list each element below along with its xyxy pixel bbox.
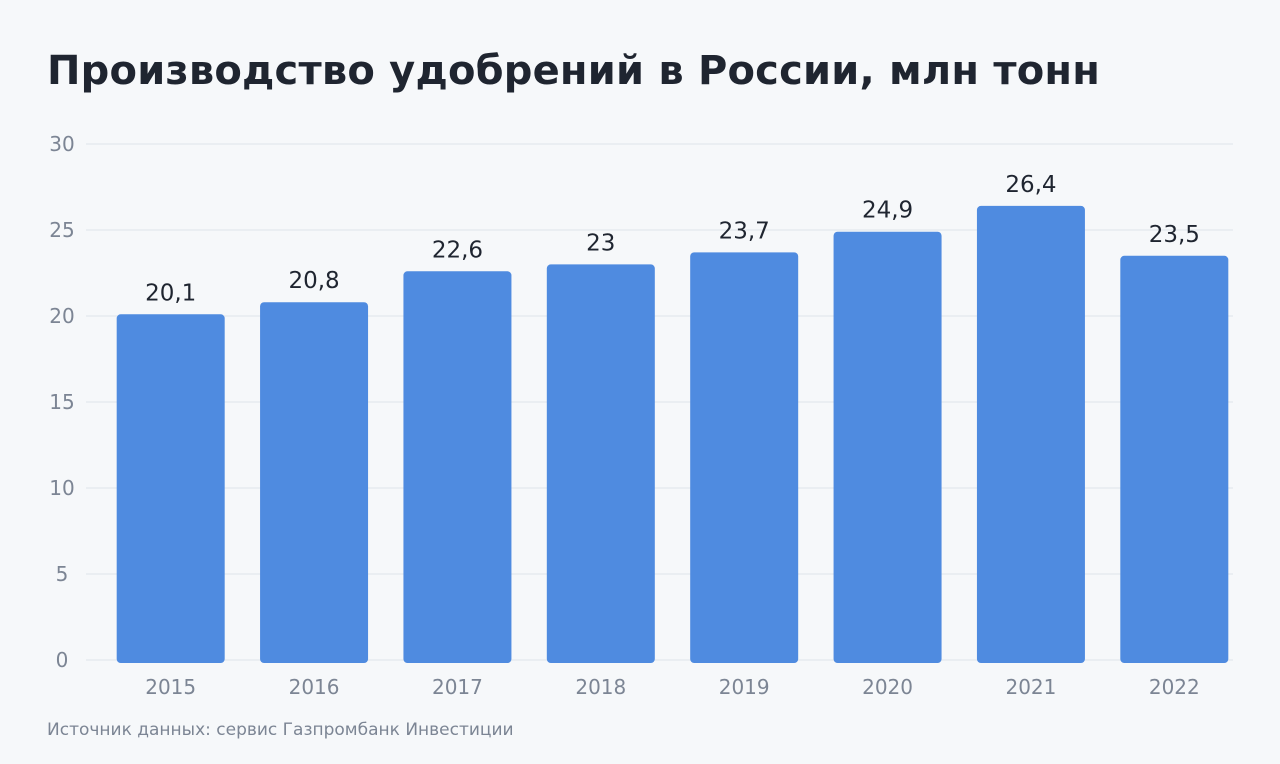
bar <box>690 252 799 664</box>
value-label: 23,5 <box>1149 222 1200 248</box>
y-tick-label: 0 <box>56 648 69 672</box>
value-label: 20,8 <box>288 268 339 294</box>
bar <box>260 302 369 663</box>
value-label: 26,4 <box>1005 172 1056 198</box>
bar <box>546 264 655 663</box>
y-tick-label: 25 <box>49 218 74 242</box>
value-labels: 20,1 20,8 22,6 23 23,7 24,9 26,4 23,5 <box>145 172 1200 306</box>
bar <box>976 205 1085 664</box>
y-tick-label: 20 <box>49 304 74 328</box>
x-tick-label: 2021 <box>1005 675 1056 699</box>
value-label: 22,6 <box>432 237 483 263</box>
x-tick-label: 2016 <box>289 675 340 699</box>
value-label: 23 <box>586 230 615 256</box>
value-label: 23,7 <box>719 218 770 244</box>
y-tick-label: 5 <box>56 562 69 586</box>
source-note: Источник данных: сервис Газпромбанк Инве… <box>47 720 514 740</box>
y-tick-label: 15 <box>49 390 74 414</box>
value-label: 20,1 <box>145 280 196 306</box>
x-tick-label: 2020 <box>862 675 913 699</box>
bar <box>403 271 512 663</box>
x-axis-ticks: 2015 2016 2017 2018 2019 2020 2021 2022 <box>145 675 1200 699</box>
x-tick-label: 2015 <box>145 675 196 699</box>
x-tick-label: 2018 <box>575 675 626 699</box>
y-tick-label: 30 <box>49 132 74 156</box>
x-tick-label: 2022 <box>1149 675 1200 699</box>
x-tick-label: 2017 <box>432 675 483 699</box>
x-tick-label: 2019 <box>719 675 770 699</box>
value-label: 24,9 <box>862 198 913 224</box>
bars <box>116 205 1229 664</box>
bar <box>1120 255 1229 664</box>
y-axis-ticks: 0 5 10 15 20 25 30 <box>49 132 74 672</box>
bar <box>833 231 942 663</box>
y-tick-label: 10 <box>49 476 74 500</box>
bar <box>116 314 225 663</box>
chart-title: Производство удобрений в России, млн тон… <box>47 48 1101 94</box>
